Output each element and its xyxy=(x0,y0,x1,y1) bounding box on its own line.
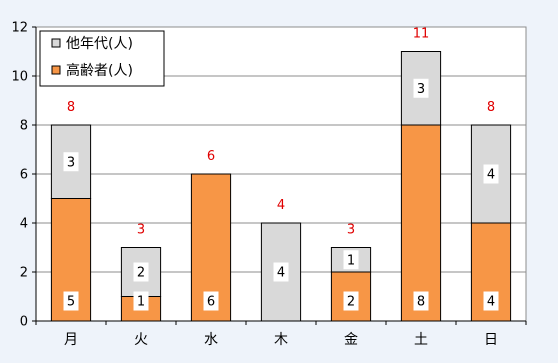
bar-label-others-bg xyxy=(273,262,289,282)
x-category-label: 月 xyxy=(64,332,78,348)
bars xyxy=(50,51,512,322)
bar-label-elderly: 1 xyxy=(137,295,145,310)
bar-label-others: 3 xyxy=(67,155,75,170)
y-tick-label: 4 xyxy=(20,217,28,232)
bar-total-label: 4 xyxy=(277,198,285,213)
x-category-label: 木 xyxy=(274,332,288,348)
bar-label-elderly-bg xyxy=(343,291,359,311)
bar-label-others-bg xyxy=(63,152,79,172)
bar-label-others: 3 xyxy=(417,82,425,97)
bar-label-elderly: 8 xyxy=(417,295,425,310)
x-category-label: 金 xyxy=(344,332,358,348)
bar-label-others-bg xyxy=(343,250,359,270)
bar-total-label: 6 xyxy=(207,149,215,164)
bar-label-others-bg xyxy=(413,78,429,98)
bar-total-label: 8 xyxy=(487,100,495,115)
bar-label-others: 4 xyxy=(277,266,285,281)
bar-total-label: 11 xyxy=(413,27,430,42)
bar-total-label: 3 xyxy=(137,223,145,238)
bar-label-elderly: 6 xyxy=(207,295,215,310)
bar-label-elderly-bg xyxy=(203,291,219,311)
legend-label-others: 他年代(人) xyxy=(66,36,133,52)
bar-label-elderly-bg xyxy=(413,291,429,311)
bar-total-label: 3 xyxy=(347,223,355,238)
legend-swatch-elderly xyxy=(51,65,61,75)
y-tick-label: 10 xyxy=(11,70,28,85)
bar-label-others-bg xyxy=(133,262,149,282)
bar-label-elderly-bg xyxy=(483,291,499,311)
axes: 024681012月火水木金土日 xyxy=(11,21,527,348)
bar-label-elderly: 5 xyxy=(67,295,75,310)
y-tick-label: 12 xyxy=(11,21,28,36)
y-tick-label: 6 xyxy=(20,168,28,183)
bar-label-elderly: 4 xyxy=(487,295,495,310)
bar-label-others: 1 xyxy=(347,253,355,268)
bar-label-others: 2 xyxy=(137,266,145,281)
bar-segment-elderly xyxy=(400,124,442,322)
y-tick-label: 8 xyxy=(20,119,28,134)
legend: 他年代(人) 高齢者(人) xyxy=(39,30,165,87)
bar-label-others: 4 xyxy=(487,168,495,183)
bar-label-elderly-bg xyxy=(63,291,79,311)
legend-swatch-others xyxy=(51,38,61,48)
x-category-label: 水 xyxy=(204,332,218,348)
bar-total-label: 8 xyxy=(67,100,75,115)
legend-label-elderly: 高齢者(人) xyxy=(66,62,133,79)
bar-label-elderly-bg xyxy=(133,291,149,311)
legend-box xyxy=(39,30,165,87)
bar-label-others-bg xyxy=(483,164,499,184)
x-category-label: 火 xyxy=(134,332,148,348)
x-category-label: 日 xyxy=(484,332,498,348)
y-tick-label: 0 xyxy=(20,315,28,330)
y-tick-label: 2 xyxy=(20,266,28,281)
bar-label-elderly: 2 xyxy=(347,295,355,310)
x-category-label: 土 xyxy=(414,332,428,348)
